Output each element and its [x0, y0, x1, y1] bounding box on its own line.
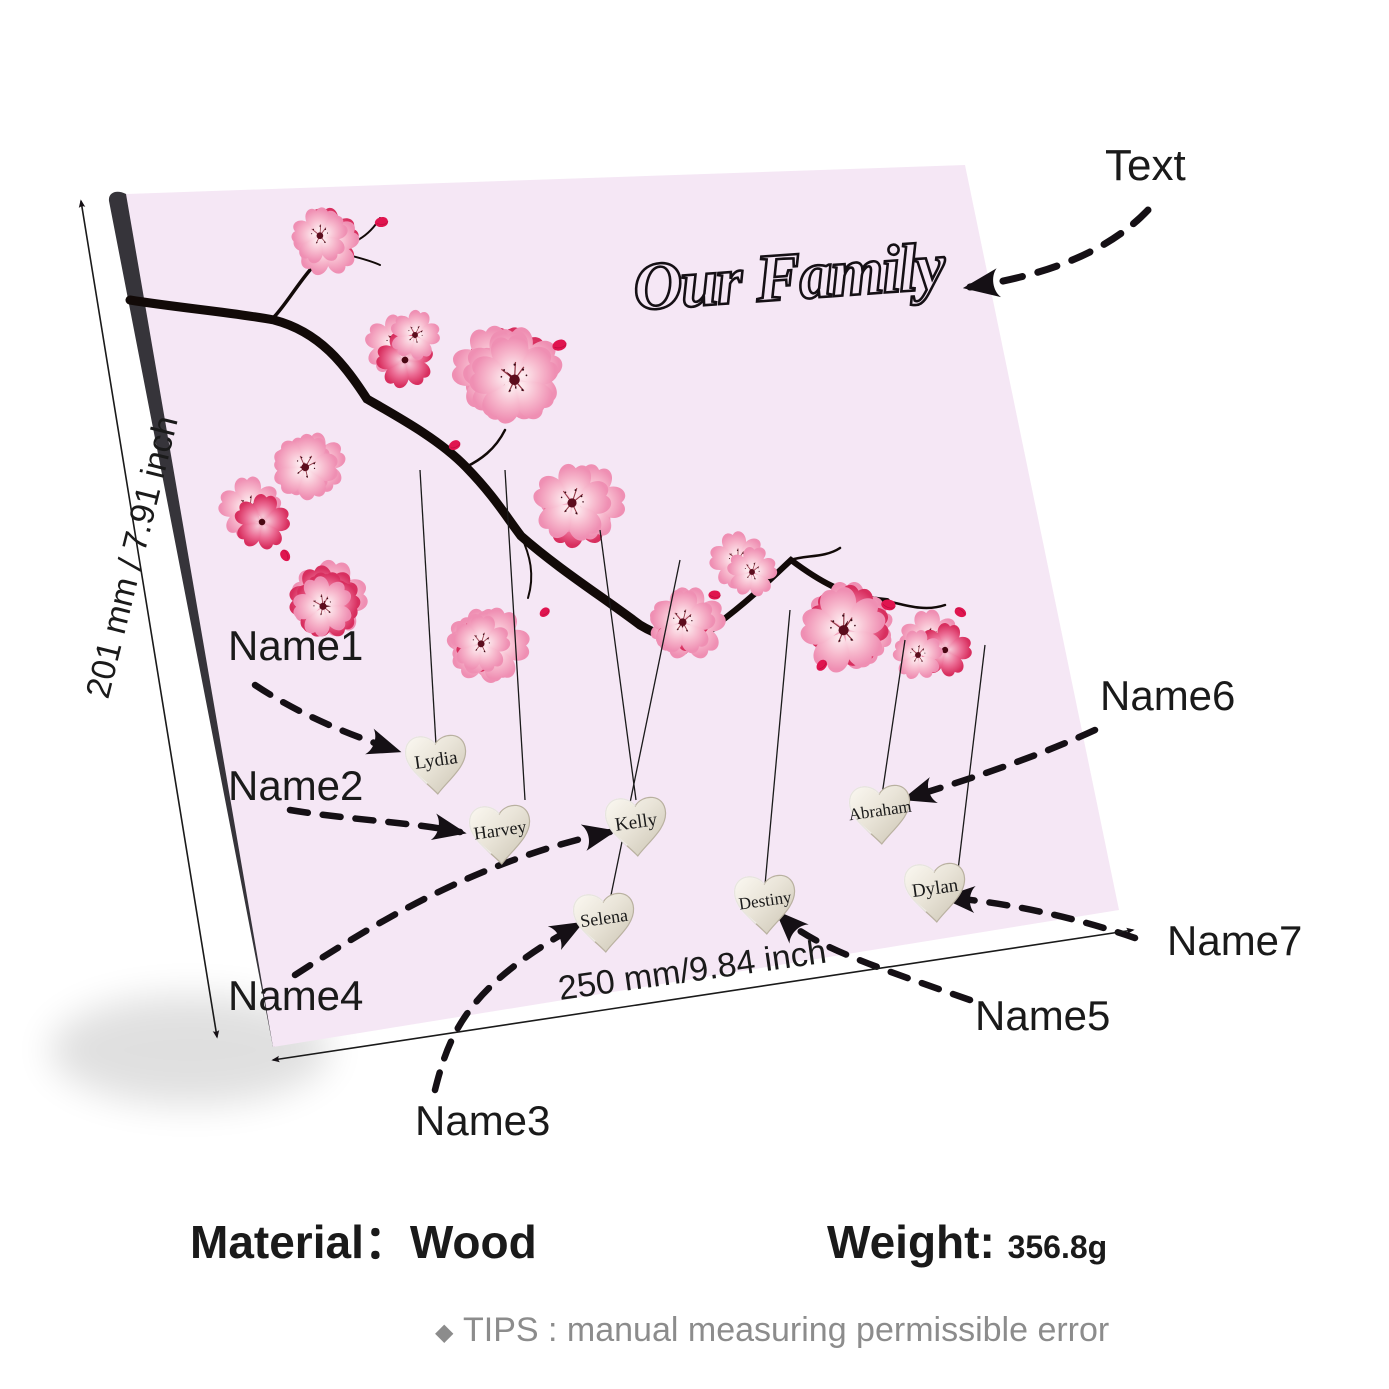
svg-text:Name5: Name5 [975, 992, 1110, 1039]
svg-text:Text: Text [1105, 141, 1186, 190]
svg-text:Name3: Name3 [415, 1097, 550, 1144]
svg-text:Name6: Name6 [1100, 672, 1235, 719]
svg-text:Name1: Name1 [228, 622, 363, 669]
svg-text:Material：Wood: Material：Wood [190, 1216, 537, 1268]
svg-text:Name4: Name4 [228, 972, 363, 1019]
svg-text:Name7: Name7 [1167, 917, 1302, 964]
svg-text:Name2: Name2 [228, 762, 363, 809]
svg-text:201 mm / 7.91 inch: 201 mm / 7.91 inch [79, 412, 186, 702]
svg-text:TIPS : manual measuring permis: TIPS : manual measuring permissible erro… [463, 1311, 1109, 1349]
svg-text:Weight: 356.8g: Weight: 356.8g [827, 1216, 1107, 1268]
svg-text:◆: ◆ [435, 1319, 454, 1346]
